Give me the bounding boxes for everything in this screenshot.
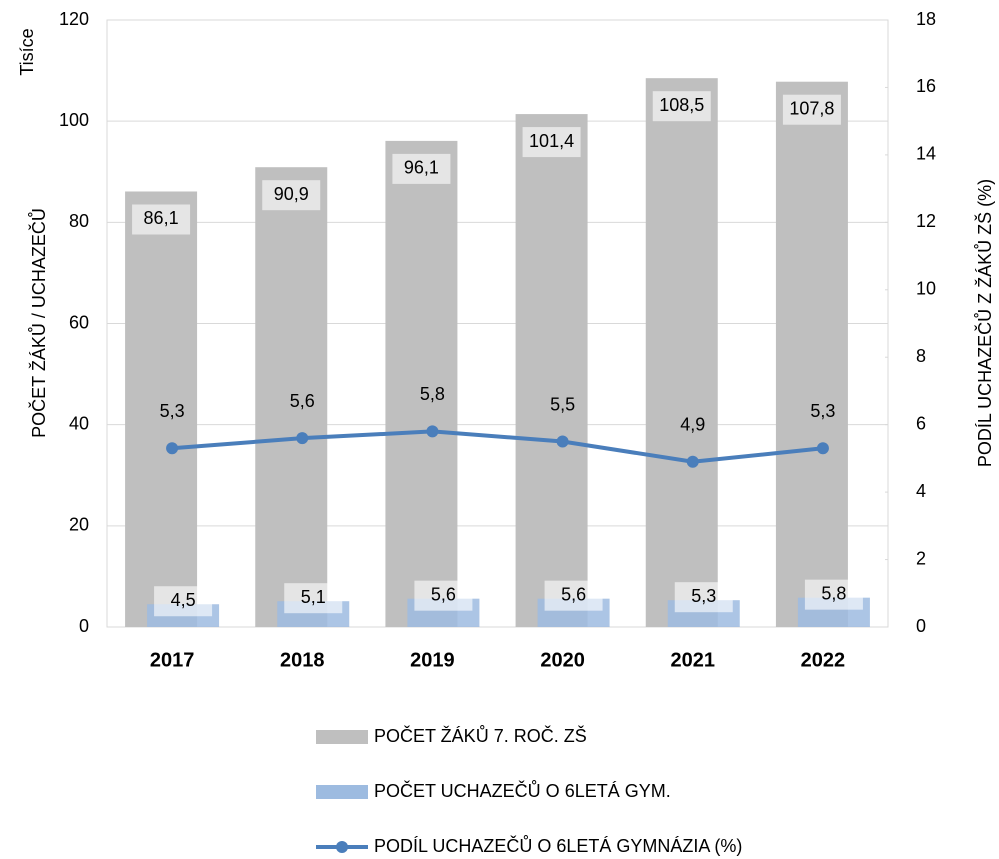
x-tick-label: 2022 (801, 649, 846, 671)
line-point (426, 425, 439, 438)
legend-label: PODÍL UCHAZEČŮ O 6LETÁ GYMNÁZIA (%) (374, 835, 742, 856)
y2-axis-label: PODÍL UCHAZEČŮ Z ŽÁKŮ ZŠ (%) (974, 179, 995, 467)
data-label: 5,8 (420, 384, 445, 404)
y2-tick-label: 10 (916, 279, 936, 299)
data-label: 5,3 (691, 586, 716, 606)
legend-label: POČET UCHAZEČŮ O 6LETÁ GYM. (374, 780, 671, 801)
y2-tick-label: 12 (916, 211, 936, 231)
y-tick-label: 20 (69, 515, 89, 535)
y2-tick-label: 2 (916, 548, 926, 568)
line-point (816, 442, 829, 455)
data-label-box (782, 94, 841, 125)
bar (385, 140, 458, 627)
data-label-box (804, 579, 863, 610)
y2-tick-label: 18 (916, 9, 936, 29)
data-label: 96,1 (404, 158, 439, 178)
y-tick-label: 120 (59, 9, 89, 29)
data-label-box (522, 127, 581, 158)
bar (775, 81, 848, 627)
data-label: 5,6 (431, 584, 456, 604)
data-label-box (544, 580, 603, 611)
y-tick-label: 60 (69, 312, 89, 332)
x-tick-label: 2017 (150, 649, 195, 671)
data-label: 5,8 (821, 583, 846, 603)
y2-tick-label: 16 (916, 76, 936, 96)
data-label: 5,3 (160, 401, 185, 421)
line (171, 429, 824, 464)
y-tick-label: 100 (59, 110, 89, 130)
y-tick-label: 40 (69, 413, 89, 433)
y2-tick-label: 14 (916, 144, 936, 164)
x-tick-label: 2021 (671, 649, 716, 671)
y-tick-label: 80 (69, 211, 89, 231)
x-tick-label: 2019 (410, 649, 455, 671)
bar (515, 114, 588, 627)
x-tick-label: 2020 (540, 649, 585, 671)
x-tick-label: 2018 (280, 649, 325, 671)
bar (255, 167, 328, 627)
legend-marker (336, 841, 348, 853)
legend-label: POČET ŽÁKŮ 7. ROČ. ZŠ (374, 725, 587, 746)
y2-tick-label: 8 (916, 346, 926, 366)
y2-tick-label: 4 (916, 481, 926, 501)
data-label: 4,5 (171, 590, 196, 610)
y2-tick-label: 0 (916, 616, 926, 636)
data-label-box (262, 180, 321, 211)
data-label: 5,1 (301, 587, 326, 607)
data-label: 5,6 (561, 584, 586, 604)
data-label-box (414, 580, 473, 611)
y-tick-label: 0 (79, 616, 89, 636)
data-label-box (154, 586, 213, 617)
line-point (166, 442, 179, 455)
line-point (296, 432, 309, 445)
bar (125, 191, 198, 628)
bar (645, 78, 718, 627)
data-label-box (674, 582, 733, 613)
line-point (686, 455, 699, 468)
data-label: 101,4 (529, 131, 574, 151)
data-label: 90,9 (274, 184, 309, 204)
data-label-box (132, 204, 191, 235)
line-point (556, 435, 569, 448)
data-label: 86,1 (144, 208, 179, 228)
units-label: Tisíce (17, 28, 37, 75)
y-axis-label: POČET ŽÁKŮ / UCHAZEČŮ (28, 208, 49, 438)
y2-tick-label: 6 (916, 413, 926, 433)
legend-swatch (316, 785, 368, 799)
data-label: 5,5 (550, 394, 575, 414)
data-label: 5,3 (810, 401, 835, 421)
data-label-box (652, 91, 711, 122)
legend-swatch (316, 730, 368, 744)
data-label: 4,9 (680, 415, 705, 435)
data-label: 5,6 (290, 391, 315, 411)
data-label: 108,5 (659, 95, 704, 115)
data-label-box (284, 583, 343, 614)
data-label: 107,8 (789, 98, 834, 118)
data-label-box (392, 153, 451, 184)
